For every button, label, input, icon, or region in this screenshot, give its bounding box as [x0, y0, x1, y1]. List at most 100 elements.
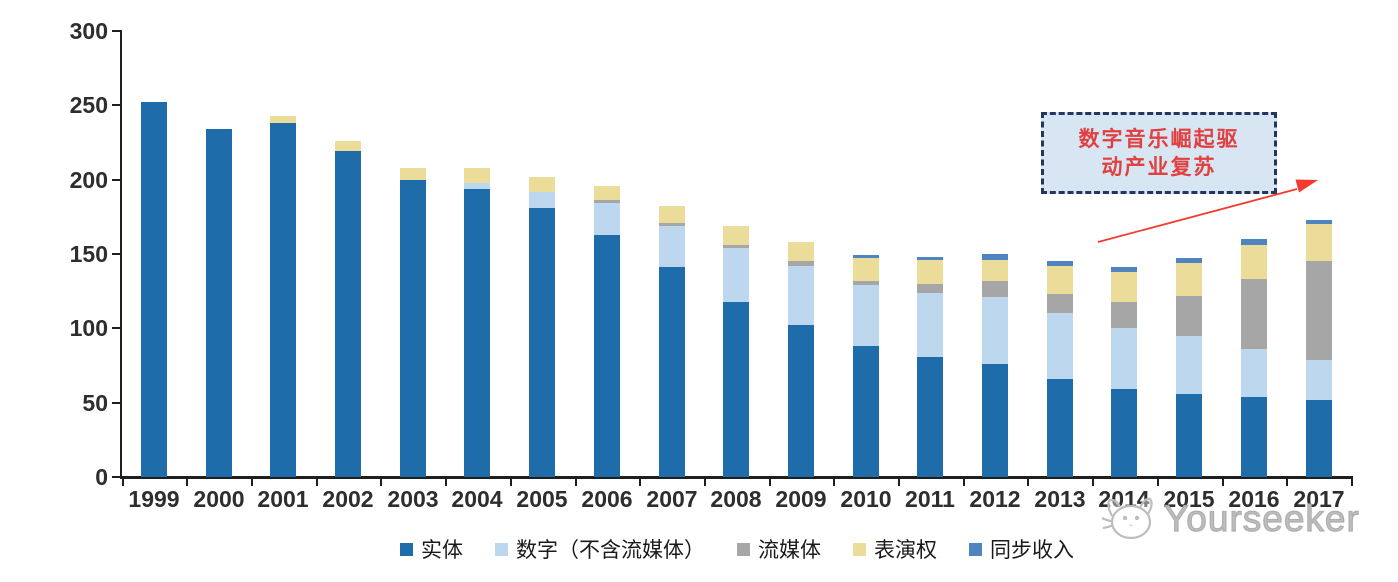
x-tick-3	[316, 479, 318, 486]
annotation-text-line1: 数字音乐崛起驱	[1078, 126, 1240, 151]
bar-segment-2008-流媒体	[723, 245, 749, 248]
bar-segment-2015-数字（不含流媒体）	[1176, 336, 1202, 394]
bar-segment-2009-实体	[788, 325, 814, 477]
x-tick-6	[510, 479, 512, 486]
x-axis-label-2017: 2017	[1293, 486, 1345, 512]
x-tick-4	[380, 479, 382, 486]
y-tick-250	[112, 104, 120, 106]
x-tick-7	[575, 479, 577, 486]
x-tick-14	[1027, 479, 1029, 486]
bar-segment-2008-数字（不含流媒体）	[723, 248, 749, 302]
bar-segment-2012-同步收入	[982, 254, 1008, 260]
bar-segment-2007-表演权	[659, 206, 685, 223]
bar-segment-2011-同步收入	[917, 257, 943, 260]
bar-segment-2009-表演权	[788, 242, 814, 261]
bar-segment-2013-同步收入	[1047, 261, 1073, 266]
bar-segment-2000-实体	[206, 129, 232, 477]
bar-segment-2014-流媒体	[1111, 302, 1137, 328]
bar-segment-2002-表演权	[335, 141, 361, 151]
x-tick-0	[122, 479, 124, 486]
x-tick-1	[186, 479, 188, 486]
bar-segment-2007-数字（不含流媒体）	[659, 226, 685, 267]
y-axis-label-200: 200	[69, 167, 108, 193]
bar-segment-2015-实体	[1176, 394, 1202, 477]
cat-logo-icon	[1101, 497, 1153, 540]
bar-segment-2016-同步收入	[1241, 239, 1267, 245]
legend-swatch-icon	[853, 542, 866, 556]
bar-segment-2005-数字（不含流媒体）	[529, 192, 555, 208]
x-tick-2	[251, 479, 253, 486]
legend-label: 数字（不含流媒体）	[516, 538, 705, 562]
x-axis-label-2010: 2010	[840, 486, 892, 512]
bar-segment-2014-表演权	[1111, 272, 1137, 302]
y-axis-label-100: 100	[69, 315, 108, 341]
y-tick-150	[112, 253, 120, 255]
bar-segment-2006-数字（不含流媒体）	[594, 203, 620, 235]
bar-segment-2013-实体	[1047, 379, 1073, 477]
bar-segment-2005-实体	[529, 208, 555, 477]
bar-segment-2003-实体	[400, 180, 426, 477]
annotation-callout-box: 数字音乐崛起驱 动产业复苏	[1041, 112, 1277, 194]
bar-segment-2017-数字（不含流媒体）	[1306, 360, 1332, 400]
bar-segment-2010-数字（不含流媒体）	[853, 285, 879, 346]
legend-label: 流媒体	[758, 538, 821, 562]
legend-item-数字（不含流媒体）: 数字（不含流媒体）	[495, 534, 705, 564]
bar-segment-2010-实体	[853, 346, 879, 477]
x-axis-label-2006: 2006	[581, 486, 633, 512]
legend-item-实体: 实体	[400, 534, 463, 564]
x-axis-label-2011: 2011	[905, 486, 955, 512]
bar-segment-2012-数字（不含流媒体）	[982, 297, 1008, 364]
x-axis-label-2008: 2008	[710, 486, 762, 512]
x-tick-11	[833, 479, 835, 486]
x-tick-10	[769, 479, 771, 486]
x-tick-5	[445, 479, 447, 486]
x-axis-label-2016: 2016	[1228, 486, 1280, 512]
bar-segment-2014-同步收入	[1111, 267, 1137, 272]
legend-swatch-icon	[400, 542, 413, 556]
bar-segment-2003-表演权	[400, 168, 426, 180]
annotation-text-line2: 动产业复苏	[1101, 154, 1217, 179]
x-tick-13	[963, 479, 965, 486]
bar-segment-2009-数字（不含流媒体）	[788, 266, 814, 325]
y-axis-label-300: 300	[69, 18, 108, 44]
x-axis-label-2003: 2003	[387, 486, 439, 512]
legend-swatch-icon	[495, 542, 508, 556]
bar-segment-2011-表演权	[917, 260, 943, 284]
y-axis-label-150: 150	[69, 241, 108, 267]
bar-segment-2011-数字（不含流媒体）	[917, 293, 943, 357]
y-tick-50	[112, 402, 120, 404]
x-tick-15	[1092, 479, 1094, 486]
y-axis-label-0: 0	[95, 464, 108, 490]
legend-label: 表演权	[874, 538, 937, 562]
bar-segment-2015-流媒体	[1176, 296, 1202, 336]
legend-label: 同步收入	[990, 538, 1074, 562]
legend-swatch-icon	[737, 542, 750, 556]
bar-segment-2011-流媒体	[917, 284, 943, 293]
y-axis-line	[120, 30, 122, 478]
bar-segment-2017-实体	[1306, 400, 1332, 477]
x-tick-12	[898, 479, 900, 486]
bar-segment-2004-表演权	[464, 168, 490, 183]
x-tick-16	[1157, 479, 1159, 486]
bar-segment-2013-流媒体	[1047, 294, 1073, 313]
y-tick-100	[112, 327, 120, 329]
legend-item-流媒体: 流媒体	[737, 534, 821, 564]
bar-segment-2016-表演权	[1241, 245, 1267, 279]
bar-segment-2016-流媒体	[1241, 279, 1267, 349]
bar-segment-2016-实体	[1241, 397, 1267, 477]
bar-segment-2012-流媒体	[982, 281, 1008, 297]
bar-segment-2012-实体	[982, 364, 1008, 477]
x-axis-line	[120, 476, 1353, 479]
bar-segment-2016-数字（不含流媒体）	[1241, 349, 1267, 397]
bar-segment-2017-流媒体	[1306, 261, 1332, 360]
bar-segment-2014-实体	[1111, 389, 1137, 477]
bar-segment-2010-表演权	[853, 258, 879, 281]
watermark-text: Yourseeker	[1163, 497, 1360, 539]
legend-label: 实体	[421, 538, 463, 562]
bar-segment-2004-实体	[464, 189, 490, 477]
chart-legend: 实体 数字（不含流媒体） 流媒体 表演权 同步收入	[122, 534, 1352, 564]
bar-segment-2011-实体	[917, 357, 943, 477]
bar-segment-2002-实体	[335, 151, 361, 477]
bar-segment-2017-表演权	[1306, 224, 1332, 261]
bar-segment-2004-数字（不含流媒体）	[464, 183, 490, 189]
